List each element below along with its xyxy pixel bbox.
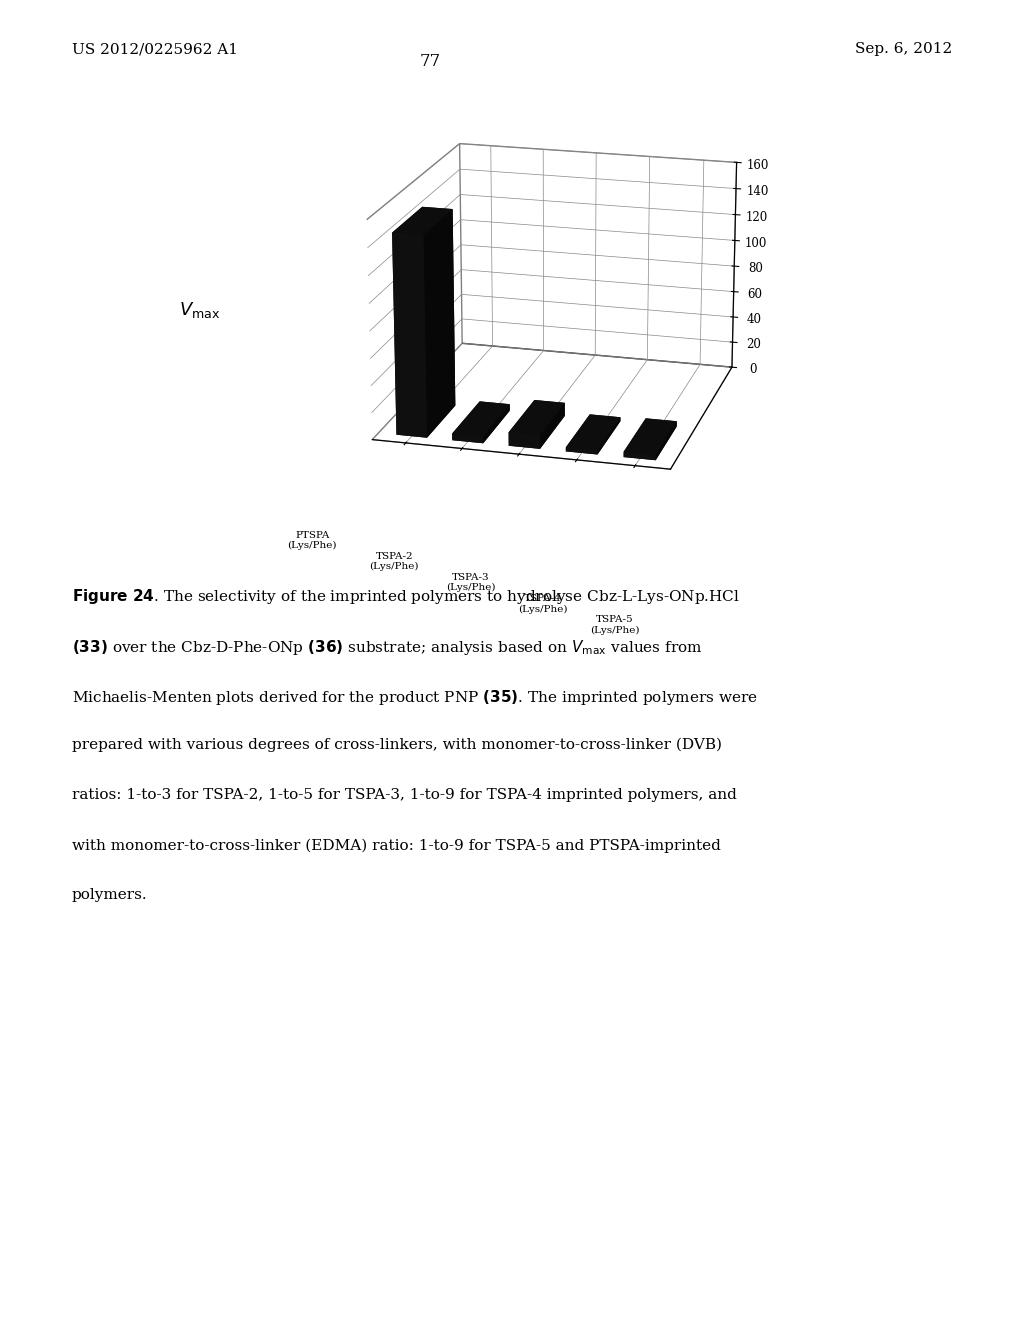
Text: prepared with various degrees of cross-linkers, with monomer-to-cross-linker (DV: prepared with various degrees of cross-l… bbox=[72, 738, 722, 752]
Text: US 2012/0225962 A1: US 2012/0225962 A1 bbox=[72, 42, 238, 57]
Text: ratios: 1-to-3 for TSPA-2, 1-to-5 for TSPA-3, 1-to-9 for TSPA-4 imprinted polyme: ratios: 1-to-3 for TSPA-2, 1-to-5 for TS… bbox=[72, 788, 736, 803]
Text: $\bf{Figure\ 24}$. The selectivity of the imprinted polymers to hydrolyse Cbz-L-: $\bf{Figure\ 24}$. The selectivity of th… bbox=[72, 587, 739, 606]
Text: TSPA-4
(Lys/Phe): TSPA-4 (Lys/Phe) bbox=[518, 594, 567, 614]
Text: TSPA-2
(Lys/Phe): TSPA-2 (Lys/Phe) bbox=[370, 552, 419, 572]
Text: with monomer-to-cross-linker (EDMA) ratio: 1-to-9 for TSPA-5 and PTSPA-imprinted: with monomer-to-cross-linker (EDMA) rati… bbox=[72, 838, 721, 853]
Text: $V_{\mathrm{max}}$: $V_{\mathrm{max}}$ bbox=[179, 300, 220, 321]
Text: 77: 77 bbox=[420, 53, 440, 70]
Text: $\bf{(33)}$ over the Cbz-D-Phe-ONp $\bf{(36)}$ substrate; analysis based on $V_{: $\bf{(33)}$ over the Cbz-D-Phe-ONp $\bf{… bbox=[72, 638, 702, 656]
Text: Sep. 6, 2012: Sep. 6, 2012 bbox=[855, 42, 952, 57]
Text: polymers.: polymers. bbox=[72, 888, 147, 903]
Text: PTSPA
(Lys/Phe): PTSPA (Lys/Phe) bbox=[288, 531, 337, 550]
Text: Michaelis-Menten plots derived for the product PNP $\bf{(35)}$. The imprinted po: Michaelis-Menten plots derived for the p… bbox=[72, 688, 758, 706]
Text: TSPA-3
(Lys/Phe): TSPA-3 (Lys/Phe) bbox=[446, 573, 496, 593]
Text: TSPA-5
(Lys/Phe): TSPA-5 (Lys/Phe) bbox=[590, 615, 639, 635]
